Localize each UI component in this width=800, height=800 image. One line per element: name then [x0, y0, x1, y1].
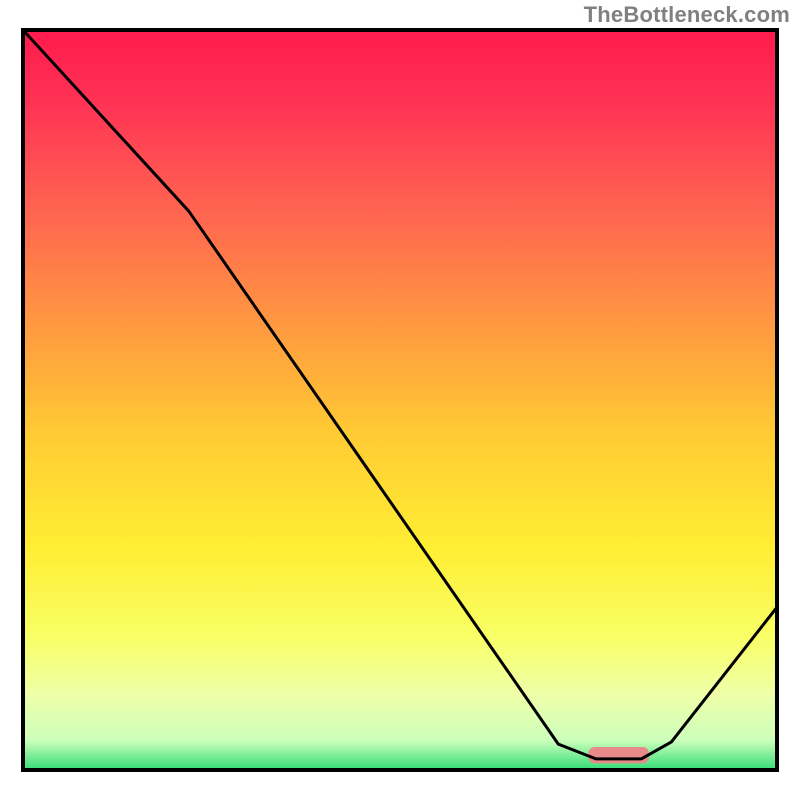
watermark-text: TheBottleneck.com — [584, 2, 790, 28]
chart-background — [23, 30, 777, 770]
optimal-range-marker — [589, 747, 649, 763]
chart-container: TheBottleneck.com — [0, 0, 800, 800]
bottleneck-chart — [0, 0, 800, 800]
